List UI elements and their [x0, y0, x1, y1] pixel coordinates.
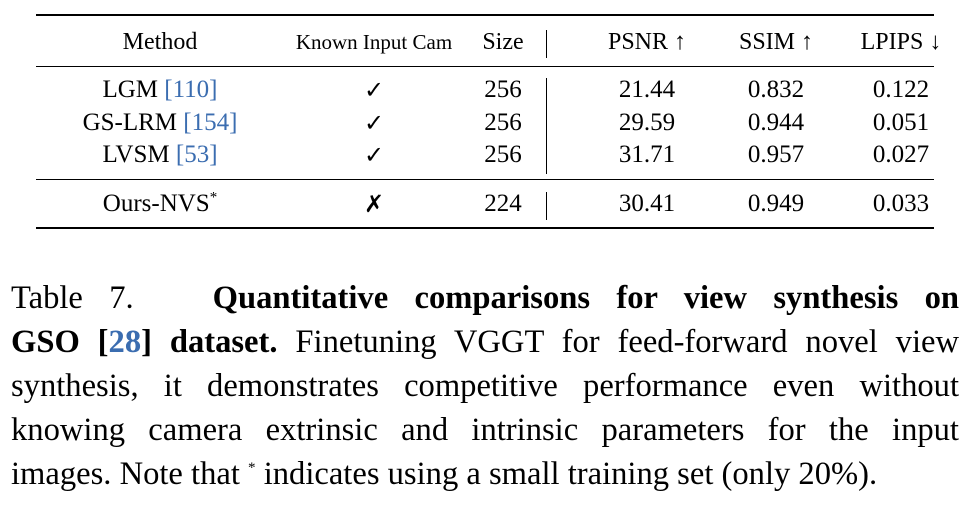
- header-size: Size: [482, 29, 524, 55]
- lpips-cell: 0.027: [872, 141, 930, 168]
- caption-label: Table 7.: [11, 280, 134, 316]
- ssim-cell: 0.832: [747, 76, 805, 103]
- table-row-ours: Ours-NVS* ✗ 224 30.41 0.949 0.033: [36, 188, 934, 220]
- citation-link[interactable]: [154]: [183, 109, 238, 136]
- header-lpips: LPIPS ↓: [860, 29, 942, 55]
- method-cell: Ours-NVS*: [36, 188, 284, 220]
- ssim-cell: 0.944: [747, 109, 805, 136]
- caption-line-2-text: Finetuning VGGT for feed-forward novel v…: [295, 324, 959, 360]
- citation-link[interactable]: [110]: [164, 76, 218, 103]
- header-bottom-rule: [36, 66, 934, 68]
- ours-top-rule: [36, 179, 934, 181]
- header-known-input-cam: Known Input Cam: [295, 30, 453, 54]
- method-cell: LGM [110]: [36, 74, 284, 106]
- method-name: GS-LRM: [82, 109, 178, 136]
- size-cell: 256: [484, 76, 522, 103]
- header-column-separator: [546, 30, 548, 58]
- caption-title-part2: GSO [28] dataset.: [11, 324, 278, 360]
- asterisk-footnote-mark: *: [248, 460, 256, 477]
- caption-line-5-end: indicates using a small training set (on…: [263, 456, 878, 492]
- caption-title-suffix: ] dataset.: [141, 324, 278, 360]
- method-cell: GS-LRM [154]: [36, 107, 284, 139]
- citation-link[interactable]: 28: [108, 324, 142, 360]
- method-name: LGM: [102, 76, 159, 103]
- ssim-cell: 0.957: [747, 141, 805, 168]
- size-cell: 256: [484, 109, 522, 136]
- lpips-cell: 0.033: [872, 190, 930, 217]
- psnr-cell: 30.41: [618, 190, 676, 217]
- lpips-cell: 0.122: [872, 76, 930, 103]
- method-name: LVSM: [102, 141, 170, 168]
- caption-line-5: images. Note that * indicates using a sm…: [11, 452, 959, 496]
- cross-icon: ✗: [363, 190, 385, 218]
- ssim-cell: 0.949: [747, 190, 805, 217]
- header-ssim: SSIM ↑: [738, 29, 814, 55]
- psnr-cell: 29.59: [618, 109, 676, 136]
- checkmark-icon: ✓: [363, 141, 385, 169]
- caption-line-2: GSO [28] dataset. Finetuning VGGT for fe…: [11, 320, 959, 364]
- checkmark-icon: ✓: [363, 109, 385, 137]
- table-row: LGM [110] ✓ 256 21.44 0.832 0.122: [36, 74, 934, 106]
- table-bottom-rule: [36, 227, 934, 229]
- table-row: LVSM [53] ✓ 256 31.71 0.957 0.027: [36, 139, 934, 171]
- psnr-cell: 31.71: [618, 141, 676, 168]
- baseline-column-separator: [546, 78, 548, 174]
- header-method: Method: [122, 29, 198, 55]
- lpips-cell: 0.051: [872, 109, 930, 136]
- citation-link[interactable]: [53]: [175, 141, 218, 168]
- table-header-row: Method Known Input Cam Size PSNR ↑ SSIM …: [36, 26, 942, 58]
- size-cell: 256: [484, 141, 522, 168]
- method-name: Ours-NVS: [102, 190, 210, 217]
- table-top-rule: [36, 14, 934, 16]
- table-caption: Table 7. Quantitative comparisons for vi…: [11, 276, 959, 496]
- caption-line-4: knowing camera extrinsic and intrinsic p…: [11, 412, 959, 448]
- caption-line-3: synthesis, it demonstrates competitive p…: [11, 368, 959, 404]
- asterisk-footnote-mark: *: [209, 189, 218, 206]
- method-cell: LVSM [53]: [36, 139, 284, 171]
- psnr-cell: 21.44: [618, 76, 676, 103]
- ours-column-separator: [546, 192, 548, 220]
- checkmark-icon: ✓: [363, 76, 385, 104]
- caption-line-5-start: images. Note that: [11, 456, 240, 492]
- caption-line-1: Table 7. Quantitative comparisons for vi…: [11, 276, 959, 320]
- size-cell: 224: [484, 190, 522, 217]
- table-row: GS-LRM [154] ✓ 256 29.59 0.944 0.051: [36, 107, 934, 139]
- header-psnr: PSNR ↑: [607, 29, 687, 55]
- caption-title-dataset: GSO [: [11, 324, 109, 360]
- caption-title-part1: Quantitative comparisons for view synthe…: [212, 280, 959, 316]
